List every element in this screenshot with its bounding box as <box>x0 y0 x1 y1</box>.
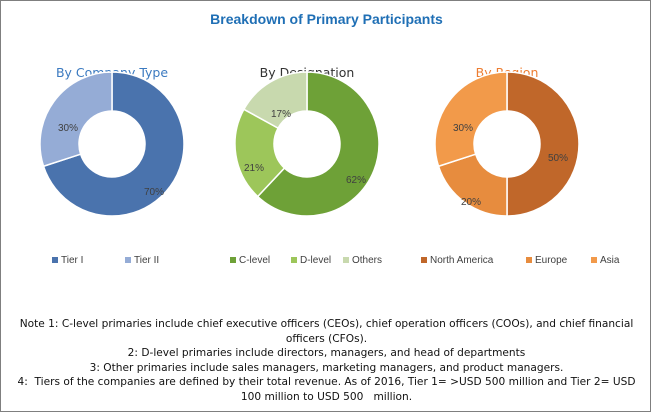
legend-swatch <box>291 257 297 263</box>
legend-swatch <box>343 257 349 263</box>
note-line: 100 million to USD 500 million. <box>240 390 413 403</box>
legend-label: Tier I <box>61 255 83 266</box>
legend-swatch <box>421 257 427 263</box>
slice-value-label: 30% <box>453 123 473 134</box>
note-line: officers (CFOs). <box>285 332 368 345</box>
slice-value-label: 30% <box>58 123 78 134</box>
note-line: 2: D-level primaries include directors, … <box>127 347 526 360</box>
slice-value-label: 20% <box>461 197 481 208</box>
donut-slice-asia <box>434 71 508 168</box>
legend-label: North America <box>430 255 494 266</box>
slice-value-label: 50% <box>548 153 568 164</box>
slice-value-label: 17% <box>271 109 291 120</box>
slice-value-label: 62% <box>346 175 366 186</box>
donut-slice-tier-ii <box>39 71 113 168</box>
legend-swatch <box>591 257 597 263</box>
note-line: 3: Other primaries include sales manager… <box>89 361 564 374</box>
legend-swatch <box>125 257 131 263</box>
legend-label: Asia <box>600 255 620 266</box>
legend-swatch <box>52 257 58 263</box>
donut-slice-others <box>242 71 308 130</box>
legend-label: Europe <box>535 255 568 266</box>
legend-label: Tier II <box>134 255 159 266</box>
footnotes: Note 1: C-level primaries include chief … <box>5 317 648 405</box>
main-title: Breakdown of Primary Participants <box>210 11 443 27</box>
slice-value-label: 70% <box>144 187 164 198</box>
legend-label: C-level <box>239 255 270 266</box>
note-line: 4: Tiers of the companies are defined by… <box>17 376 636 389</box>
legend-swatch <box>526 257 532 263</box>
legend-label: D-level <box>300 255 331 266</box>
slice-value-label: 21% <box>244 163 264 174</box>
legend-swatch <box>230 257 236 263</box>
donut-slice-tier-i <box>42 71 185 217</box>
donut-slice-c-level <box>256 71 380 217</box>
legend-label: Others <box>352 255 382 266</box>
donut-slice-north-america <box>506 71 580 217</box>
note-line: Note 1: C-level primaries include chief … <box>19 318 634 330</box>
